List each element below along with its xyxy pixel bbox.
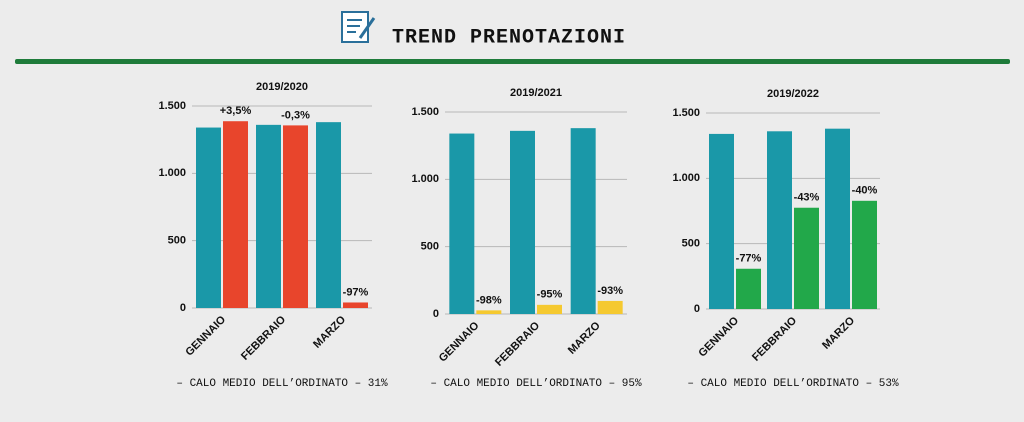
y-tick-label: 1.500 — [672, 107, 700, 119]
bar — [476, 310, 502, 314]
chart-title: 2019/2020 — [256, 81, 308, 93]
header-title: TREND PRENOTAZIONI — [392, 26, 626, 49]
chart-note: – CALO MEDIO DELL’ORDINATO – 31% — [176, 378, 388, 390]
annotation: -40% — [852, 185, 878, 197]
y-tick-label: 1.000 — [158, 167, 186, 179]
bar — [597, 300, 623, 314]
annotation: -0,3% — [281, 109, 310, 121]
y-tick-label: 1.500 — [158, 100, 186, 112]
bar — [537, 304, 562, 314]
bar — [736, 268, 761, 309]
bar — [316, 122, 341, 308]
bar — [510, 130, 535, 314]
annotation: -43% — [794, 192, 820, 204]
bar — [223, 121, 248, 308]
bar — [256, 124, 281, 308]
bar — [852, 200, 877, 309]
bar — [449, 133, 475, 314]
y-tick-label: 0 — [180, 302, 186, 314]
annotation: +3,5% — [220, 105, 252, 117]
y-tick-label: 1.000 — [411, 173, 439, 185]
annotation: -95% — [537, 289, 563, 301]
chart-title: 2019/2021 — [510, 87, 562, 99]
y-tick-label: 0 — [433, 308, 439, 320]
chart-note: – CALO MEDIO DELL’ORDINATO – 53% — [687, 378, 899, 390]
y-tick-label: 1.500 — [411, 106, 439, 118]
y-tick-label: 500 — [682, 238, 700, 250]
annotation: -77% — [736, 253, 762, 265]
bar — [767, 131, 792, 309]
annotation: -97% — [343, 286, 369, 298]
chart-title: 2019/2022 — [767, 88, 819, 100]
y-tick-label: 500 — [421, 241, 439, 253]
bar — [709, 133, 734, 309]
chart-note: – CALO MEDIO DELL’ORDINATO – 95% — [430, 378, 642, 390]
bar — [794, 207, 819, 309]
header-icon — [341, 11, 376, 43]
annotation: -98% — [476, 294, 502, 306]
header-bar — [15, 59, 1010, 64]
bar — [570, 128, 596, 314]
bar — [343, 302, 368, 308]
annotation: -93% — [597, 285, 623, 297]
y-tick-label: 1.000 — [672, 172, 700, 184]
bar — [825, 128, 850, 309]
bar — [196, 127, 221, 309]
y-tick-label: 0 — [694, 303, 700, 315]
bar — [283, 125, 308, 308]
y-tick-label: 500 — [168, 235, 186, 247]
